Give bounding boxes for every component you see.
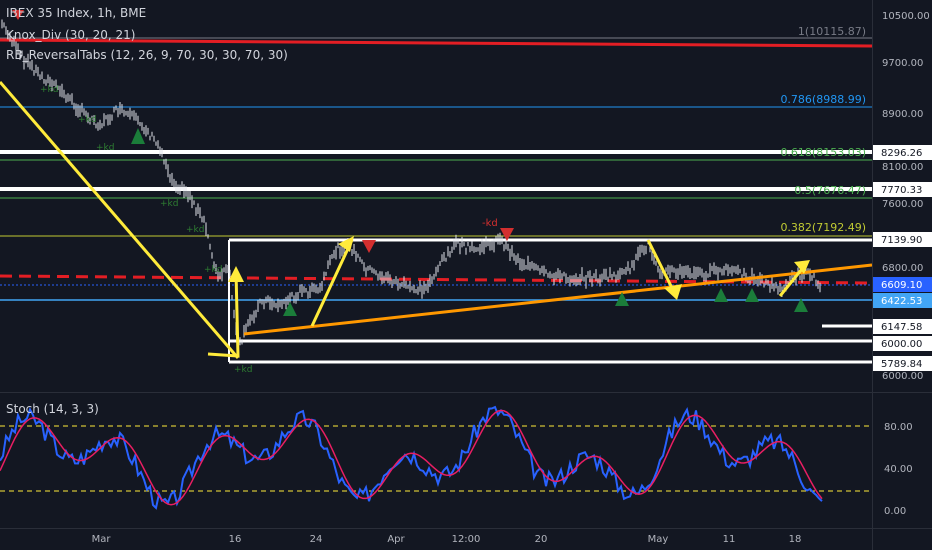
yellow-arrowhead-1 [228,266,244,282]
fib-label-1: 1(10115.87) [798,25,866,38]
yellow-arrowhead-2 [338,236,354,252]
stoch-axis[interactable]: 80.00 40.00 0.00 [884,422,913,517]
buy-signal-arrow [745,288,759,302]
time-tick: Apr [387,534,405,545]
price-tick: 8100.00 [882,162,923,173]
time-tick: 11 [723,534,736,545]
time-tick: May [648,534,669,545]
price-tick: 8900.00 [882,109,923,120]
plus-kd-label: +kd [160,199,178,209]
stoch-tick: 80.00 [884,422,913,433]
time-axis-separator [0,528,932,529]
buy-signal-arrow [714,288,728,302]
price-tick: 7600.00 [882,199,923,210]
price-badge: 6422.53 [881,296,922,307]
plus-kd-label: +kd [204,265,222,275]
price-badge: 6000.00 [881,339,922,350]
fib-labels: 1(10115.87) 0.786(8988.99) 0.618(8153.03… [780,25,866,234]
sell-signal-arrow [500,228,514,241]
signal-markers: -kd +kd +kd +kd +kd +kd +kd +kd [12,10,808,375]
price-badge-bg [873,356,932,371]
price-badge: 5789.84 [881,359,922,370]
sell-signal-arrow [362,240,376,253]
price-tick: 6000.00 [882,371,923,382]
yellow-arrow-2[interactable] [310,239,354,327]
price-axis-separator [872,0,873,550]
current-price-badge: 6609.10 [881,280,922,291]
plus-kd-label: +kd [96,143,114,153]
time-tick: 24 [310,534,323,545]
buy-signal-arrow [615,292,629,306]
buy-signal-arrow [283,302,297,316]
price-axis[interactable]: 10500.00 9700.00 8900.00 8100.00 7600.00… [882,11,930,382]
time-tick: 16 [229,534,242,545]
time-axis[interactable]: Mar 16 24 Apr 12:00 20 May 11 18 [92,534,802,545]
fib-label-0786: 0.786(8988.99) [780,93,866,106]
price-badge-bg [873,319,932,334]
stoch-tick: 40.00 [884,464,913,475]
stoch-pane[interactable] [0,405,872,510]
price-tick: 6800.00 [882,263,923,274]
plus-kd-label: +kd [40,85,58,95]
price-tick: 10500.00 [882,11,930,22]
current-price-badge-bg [873,277,932,292]
time-tick: 12:00 [452,534,481,545]
price-badge: 8296.26 [881,148,922,159]
stoch-k-line [0,405,823,510]
fib-label-0382: 0.382(7192.49) [780,221,866,234]
kd-label: -kd [482,218,498,229]
yellow-arrow-1[interactable] [207,271,240,358]
indicator-legend-stoch[interactable]: Stoch (14, 3, 3) [6,402,99,416]
plus-kd-label: +kd [78,115,96,125]
price-badge: 7770.33 [881,185,922,196]
price-badge-bg [873,232,932,247]
plus-kd-label: +kd [234,365,252,375]
price-badge-bg [873,145,932,160]
buy-signal-arrow [131,128,145,144]
resistance-line[interactable] [0,38,873,48]
price-badge: 6147.58 [881,322,922,333]
yellow-arrowhead-3 [664,284,682,300]
yellow-arrowhead-4 [794,260,810,274]
stoch-tick: 0.00 [884,506,906,517]
price-badge: 7139.90 [881,235,922,246]
pane-separator[interactable] [0,392,932,393]
buy-signal-arrow [794,298,808,312]
price-badges: 8296.26 7770.33 7139.90 6609.10 6422.53 … [873,145,932,371]
yellow-downtrend-line[interactable] [0,81,240,359]
indicator-legend-reversal[interactable]: RB_ReversalTabs (12, 26, 9, 70, 30, 30, … [6,48,288,62]
orange-uptrend-line[interactable] [243,263,873,336]
price-bars [1,19,821,352]
sell-signal-arrow [12,10,24,20]
time-tick: 20 [535,534,548,545]
trend-drawings[interactable] [0,81,873,359]
symbol-legend[interactable]: IBEX 35 Index, 1h, BME [6,6,147,20]
fib-label-0618: 0.618(8153.03) [780,146,866,159]
time-tick: 18 [789,534,802,545]
fib-label-05: 0.5(7676.47) [794,184,866,197]
price-badge-bg [873,293,932,308]
time-tick: Mar [92,534,112,545]
price-badge-bg [873,336,932,351]
price-tick: 9700.00 [882,58,923,69]
indicator-legend-knox[interactable]: Knox_Div (30, 20, 21) [6,28,136,42]
plus-kd-label: +kd [186,225,204,235]
price-badge-bg [873,182,932,197]
stoch-d-line [0,409,823,506]
